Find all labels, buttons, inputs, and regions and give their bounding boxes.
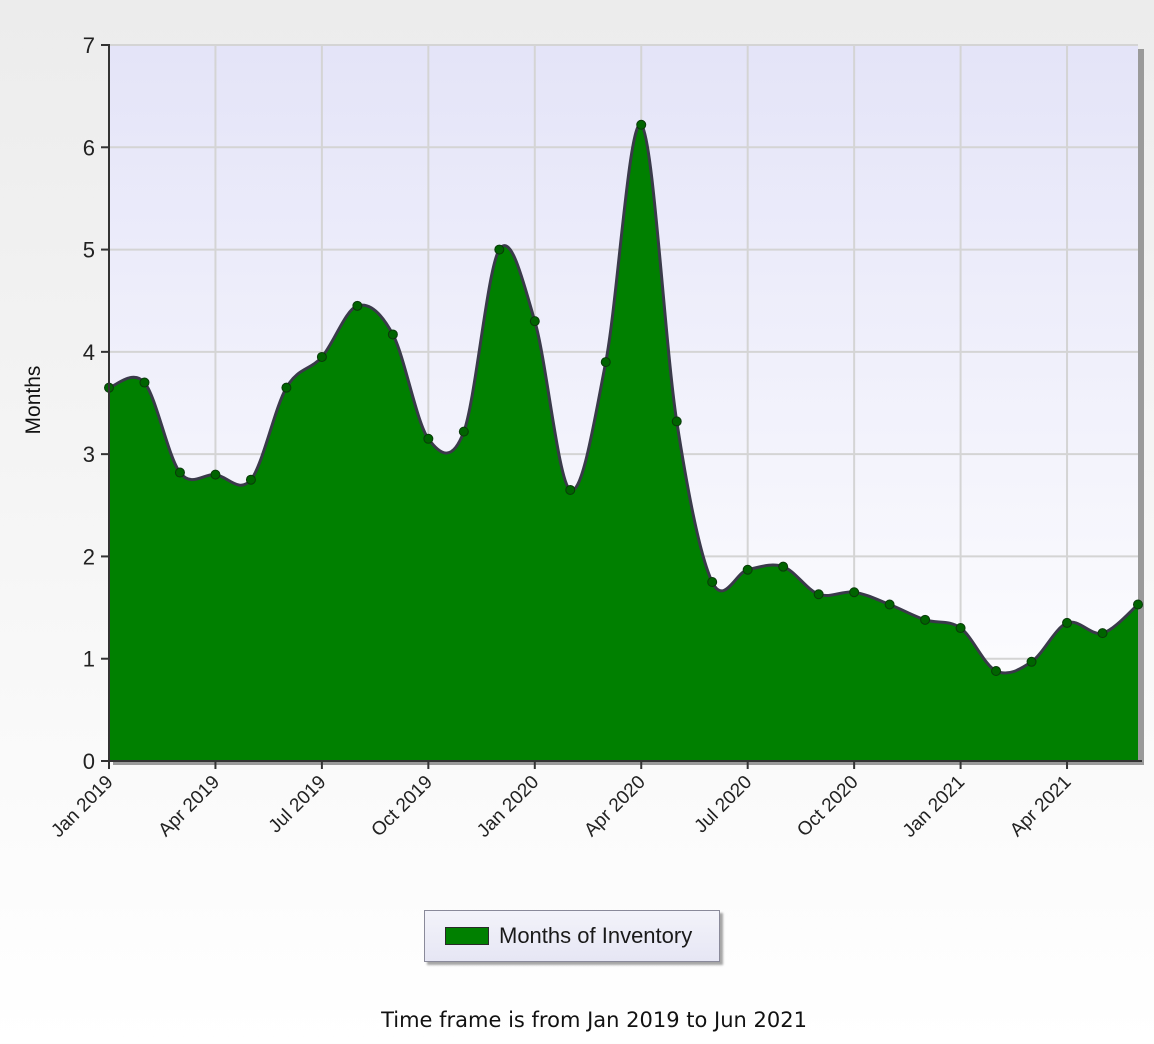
time-frame-note: Time frame is from Jan 2019 to Jun 2021 (381, 1008, 807, 1032)
axes (101, 44, 1142, 769)
x-tick-label: Apr 2020 (580, 772, 649, 841)
data-point (139, 377, 150, 388)
data-point (813, 589, 824, 600)
data-point (1026, 656, 1037, 667)
data-point (636, 119, 647, 130)
data-point (529, 316, 540, 327)
legend-swatch (445, 927, 489, 945)
x-tick-labels: Jan 2019 Apr 2019 Jul 2019 Oct 2019 Jan 2020… (47, 772, 1075, 842)
data-point (707, 577, 718, 587)
legend: Months of Inventory (424, 910, 720, 962)
data-point (281, 382, 292, 393)
y-axis-label: Months (22, 366, 45, 435)
data-point (1062, 617, 1073, 628)
data-point (245, 474, 256, 485)
y-tick-labels: 0 1 2 3 4 5 6 7 (83, 33, 95, 774)
data-point (423, 433, 434, 444)
data-point (174, 467, 185, 478)
data-point (458, 426, 469, 437)
y-tick-label: 3 (83, 442, 95, 467)
data-point (778, 561, 789, 572)
data-point (494, 244, 505, 255)
data-point (671, 416, 682, 427)
series-area-outline (108, 123, 1139, 675)
x-tick-label: Apr 2019 (155, 772, 224, 841)
x-tick-label: Apr 2021 (1006, 772, 1075, 841)
series-area (108, 123, 1139, 762)
x-tick-label: Jan 2021 (899, 772, 969, 842)
data-point (1133, 599, 1143, 610)
x-tick-label: Oct 2020 (793, 772, 862, 841)
y-tick-label: 5 (83, 238, 95, 263)
data-point (884, 599, 895, 610)
x-tick-label: Jan 2020 (473, 772, 543, 842)
y-tick-label: 6 (83, 135, 95, 160)
data-point (210, 469, 221, 480)
x-tick-label: Jul 2020 (691, 772, 757, 838)
data-point (849, 587, 860, 598)
data-point (316, 351, 327, 362)
y-tick-label: 4 (83, 340, 95, 365)
y-tick-label: 0 (83, 749, 95, 774)
data-point (565, 484, 576, 495)
y-tick-label: 7 (83, 33, 95, 58)
legend-label: Months of Inventory (499, 923, 693, 948)
y-tick-label: 1 (83, 647, 95, 672)
data-point (352, 300, 363, 311)
data-point (742, 564, 753, 575)
y-tick-label: 2 (83, 544, 95, 569)
data-point (920, 614, 931, 625)
x-tick-label: Oct 2019 (368, 772, 437, 841)
x-tick-label: Jan 2019 (47, 772, 117, 842)
data-point (1097, 628, 1108, 639)
data-point (991, 665, 1002, 676)
data-point (600, 357, 611, 368)
x-tick-label: Jul 2019 (265, 772, 331, 838)
data-point (955, 623, 966, 634)
data-points (104, 119, 1143, 676)
data-point (387, 329, 398, 340)
